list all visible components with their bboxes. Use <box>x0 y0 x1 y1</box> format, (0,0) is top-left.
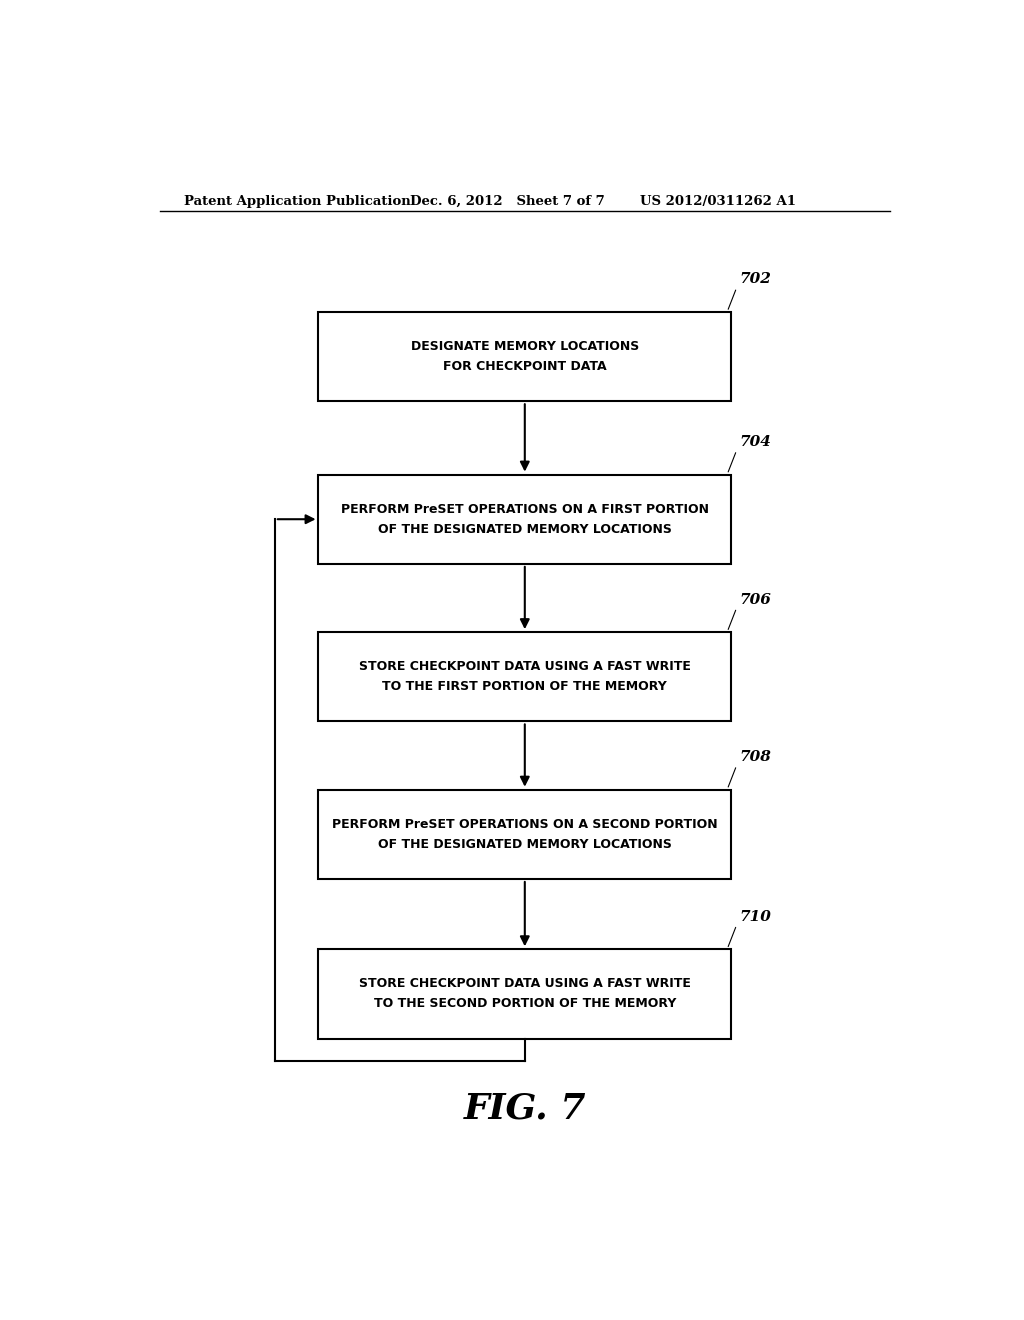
Text: Patent Application Publication: Patent Application Publication <box>183 194 411 207</box>
Text: 708: 708 <box>739 750 771 764</box>
Text: DESIGNATE MEMORY LOCATIONS
FOR CHECKPOINT DATA: DESIGNATE MEMORY LOCATIONS FOR CHECKPOIN… <box>411 341 639 374</box>
Text: 710: 710 <box>739 909 771 924</box>
Text: 706: 706 <box>739 593 771 606</box>
Text: STORE CHECKPOINT DATA USING A FAST WRITE
TO THE SECOND PORTION OF THE MEMORY: STORE CHECKPOINT DATA USING A FAST WRITE… <box>358 977 691 1010</box>
Text: FIG. 7: FIG. 7 <box>464 1092 586 1126</box>
FancyBboxPatch shape <box>318 949 731 1039</box>
FancyBboxPatch shape <box>318 474 731 564</box>
FancyBboxPatch shape <box>318 312 731 401</box>
Text: US 2012/0311262 A1: US 2012/0311262 A1 <box>640 194 796 207</box>
Text: STORE CHECKPOINT DATA USING A FAST WRITE
TO THE FIRST PORTION OF THE MEMORY: STORE CHECKPOINT DATA USING A FAST WRITE… <box>358 660 691 693</box>
Text: Dec. 6, 2012   Sheet 7 of 7: Dec. 6, 2012 Sheet 7 of 7 <box>410 194 604 207</box>
Text: 702: 702 <box>739 272 771 286</box>
Text: PERFORM PreSET OPERATIONS ON A FIRST PORTION
OF THE DESIGNATED MEMORY LOCATIONS: PERFORM PreSET OPERATIONS ON A FIRST POR… <box>341 503 709 536</box>
FancyBboxPatch shape <box>318 632 731 722</box>
Text: 704: 704 <box>739 436 771 449</box>
Text: PERFORM PreSET OPERATIONS ON A SECOND PORTION
OF THE DESIGNATED MEMORY LOCATIONS: PERFORM PreSET OPERATIONS ON A SECOND PO… <box>332 818 718 851</box>
FancyBboxPatch shape <box>318 789 731 879</box>
